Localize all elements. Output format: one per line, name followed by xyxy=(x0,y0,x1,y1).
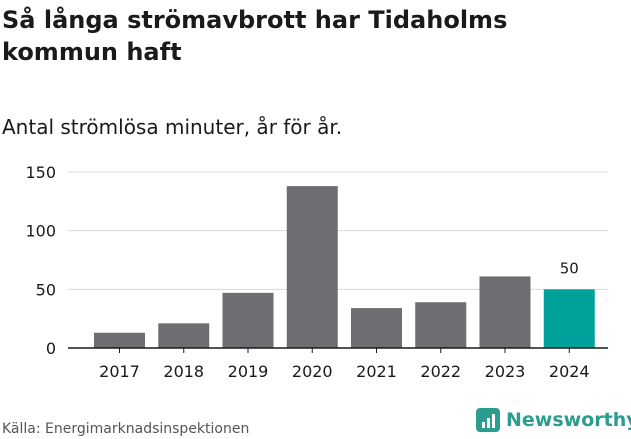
x-tick-label: 2021 xyxy=(356,362,397,381)
x-tick-label: 2020 xyxy=(292,362,333,381)
y-tick-label: 50 xyxy=(36,280,56,299)
source-note: Källa: Energimarknadsinspektionen xyxy=(2,421,250,437)
x-tick-label: 2024 xyxy=(549,362,590,381)
bar-2022 xyxy=(415,302,467,348)
bar-2019 xyxy=(222,292,274,348)
x-axis-ticks: 2017 2018 2019 2020 2021 2022 2023 2024 xyxy=(99,348,590,381)
bar-2024 xyxy=(543,289,595,348)
y-tick-label: 100 xyxy=(25,222,56,241)
data-label: 50 xyxy=(560,259,579,277)
x-tick-label: 2018 xyxy=(163,362,204,381)
data-labels: 50 xyxy=(560,259,579,277)
x-tick-label: 2023 xyxy=(485,362,526,381)
bar-2020 xyxy=(286,186,338,348)
chart-subtitle: Antal strömlösa minuter, år för år. xyxy=(2,115,343,139)
bar-chart-icon xyxy=(476,408,500,432)
brand-logo: Newsworthy xyxy=(476,408,631,432)
chart-title: Så långa strömavbrott har Tidaholms komm… xyxy=(2,6,508,66)
x-tick-label: 2019 xyxy=(228,362,269,381)
bars xyxy=(94,186,595,348)
bar-2017 xyxy=(94,332,145,348)
bar-2018 xyxy=(158,323,210,348)
x-tick-label: 2017 xyxy=(99,362,140,381)
brand-name: Newsworthy xyxy=(506,409,631,431)
bar-2021 xyxy=(351,308,402,348)
y-tick-label: 150 xyxy=(25,163,56,182)
y-tick-label: 0 xyxy=(46,339,56,358)
x-tick-label: 2022 xyxy=(420,362,461,381)
bar-2023 xyxy=(479,276,531,348)
